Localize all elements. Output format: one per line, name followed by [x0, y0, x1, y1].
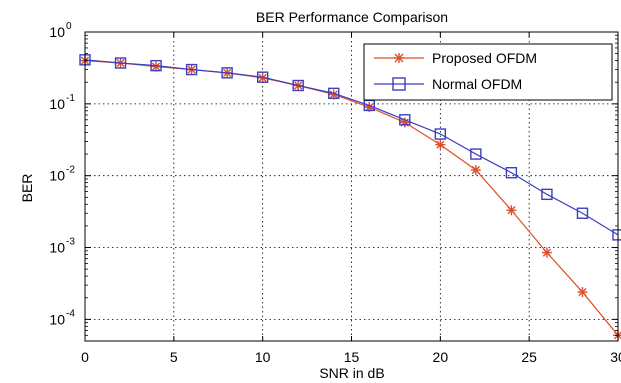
y-tick-label: 10	[49, 240, 65, 256]
data-point-normal-ofdm	[576, 207, 589, 219]
y-tick-label-base: 10	[49, 168, 65, 184]
data-point-normal-ofdm	[434, 128, 447, 140]
legend-label-normal-ofdm: Normal OFDM	[432, 76, 522, 92]
grid-layer	[85, 32, 618, 341]
y-axis-label: BER	[19, 174, 35, 203]
data-point-proposed-ofdm	[470, 164, 481, 175]
data-point-normal-ofdm	[221, 67, 233, 79]
y-tick-label: 10	[49, 24, 65, 40]
y-tick-label-exponent: 0	[66, 21, 72, 32]
x-tick-label: 5	[170, 349, 178, 365]
x-axis-label: SNR in dB	[319, 365, 384, 381]
y-tick-label: 10	[49, 311, 65, 327]
data-point-proposed-ofdm	[435, 139, 446, 150]
x-tick-label: 10	[255, 349, 271, 365]
y-tick-label-base: 10	[49, 96, 65, 112]
data-point-normal-ofdm	[185, 63, 198, 76]
series-layer	[79, 54, 621, 341]
x-tick-label: 15	[344, 349, 360, 365]
data-point-normal-ofdm	[541, 188, 553, 201]
data-point-proposed-ofdm	[328, 89, 339, 100]
legend-label-proposed-ofdm: Proposed OFDM	[432, 50, 537, 66]
y-tick-label-exponent: -4	[66, 308, 75, 319]
y-tick-label-exponent: -3	[66, 237, 75, 248]
data-point-normal-ofdm	[150, 59, 162, 72]
legend: Proposed OFDM Normal OFDM	[363, 43, 613, 101]
data-point-normal-ofdm	[328, 87, 340, 100]
y-tick-label: 10	[49, 96, 65, 112]
x-tick-label: 25	[521, 349, 537, 365]
data-point-normal-ofdm	[470, 148, 482, 160]
y-tick-label: 10	[49, 168, 65, 184]
x-tick-label: 0	[81, 349, 89, 365]
data-point-normal-ofdm	[114, 57, 127, 69]
data-point-normal-ofdm	[292, 79, 304, 92]
y-tick-label-exponent: -2	[66, 165, 75, 176]
y-tick-label-base: 10	[49, 240, 65, 256]
x-tick-label: 30	[610, 349, 621, 365]
series-line-normal-ofdm	[84, 59, 619, 236]
chart-title: BER Performance Comparison	[256, 9, 448, 25]
data-point-normal-ofdm	[399, 114, 411, 126]
legend-marker-proposed-ofdm	[394, 53, 404, 63]
data-point-normal-ofdm	[256, 71, 269, 83]
legend-marker-normal-ofdm	[392, 77, 406, 91]
y-tick-label-exponent: -1	[66, 93, 75, 104]
data-point-proposed-ofdm	[506, 205, 517, 216]
y-tick-label-base: 10	[49, 311, 65, 327]
data-point-proposed-ofdm	[541, 247, 552, 258]
x-tick-label: 20	[433, 349, 449, 365]
data-point-normal-ofdm	[505, 167, 518, 179]
y-tick-label-base: 10	[49, 24, 65, 40]
data-point-proposed-ofdm	[577, 287, 588, 298]
tick-layer: 05101520253010010-110-210-310-4	[49, 21, 621, 365]
